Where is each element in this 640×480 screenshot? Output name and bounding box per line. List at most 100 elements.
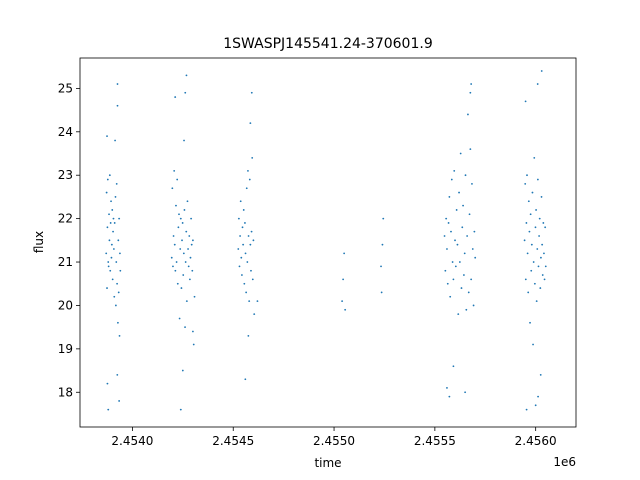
data-point [524, 100, 527, 103]
data-point [542, 222, 545, 224]
data-point [192, 343, 195, 346]
data-point [342, 278, 345, 281]
data-point [532, 343, 534, 346]
data-point [186, 200, 189, 203]
data-point [448, 395, 451, 398]
data-point [178, 213, 180, 216]
data-point [344, 308, 347, 311]
data-point [446, 248, 448, 250]
data-point [185, 300, 188, 303]
data-point [536, 83, 539, 85]
data-point [119, 252, 121, 255]
data-point [108, 174, 111, 177]
data-point [106, 287, 108, 289]
data-point [182, 274, 185, 276]
data-point [118, 334, 121, 337]
data-point [109, 269, 112, 272]
data-point [525, 222, 528, 224]
data-point [249, 243, 252, 246]
data-point [539, 374, 542, 376]
data-point [470, 278, 473, 281]
data-point [463, 252, 466, 255]
data-point [541, 274, 544, 276]
data-point [341, 300, 344, 303]
data-point [526, 252, 529, 255]
data-point [115, 261, 118, 263]
data-point [176, 178, 179, 181]
y-tick-label: 21 [58, 255, 73, 269]
data-point [240, 256, 243, 259]
data-point [461, 226, 464, 229]
y-tick-label: 23 [58, 168, 73, 182]
data-point [526, 174, 528, 177]
data-point [176, 282, 179, 285]
data-point [458, 261, 461, 263]
data-point [464, 391, 467, 394]
data-point [190, 243, 193, 246]
data-point [540, 196, 543, 198]
data-point [541, 243, 544, 246]
data-point [173, 169, 176, 172]
data-point [533, 282, 536, 285]
x-tick-label: 2.4550 [313, 434, 355, 448]
y-tick-label: 19 [58, 342, 73, 356]
data-point [184, 91, 187, 94]
data-point [242, 209, 245, 211]
data-point [537, 265, 540, 268]
data-point [472, 304, 475, 307]
data-point [535, 209, 537, 211]
data-point [252, 239, 255, 242]
data-point [107, 265, 110, 268]
data-point [114, 304, 117, 307]
data-point [530, 243, 533, 246]
data-point [189, 256, 192, 259]
data-point [248, 300, 251, 303]
data-point [172, 235, 175, 237]
data-point [192, 330, 194, 333]
y-axis-ticks: 18 19 20 21 22 23 24 25 [58, 81, 80, 399]
x-axis-ticks: 2.4540 2.4545 2.4550 2.4555 2.4560 [111, 427, 557, 448]
data-point [181, 369, 184, 372]
data-point [118, 217, 121, 220]
data-point [245, 187, 248, 190]
data-point [443, 235, 446, 237]
data-point [181, 239, 183, 242]
data-point [116, 104, 119, 107]
data-point [188, 278, 191, 281]
data-point [466, 235, 469, 237]
data-point [113, 295, 116, 298]
data-point [106, 178, 109, 181]
data-point [106, 382, 109, 385]
data-point [544, 226, 547, 229]
data-point [246, 261, 249, 263]
data-point [239, 235, 241, 237]
data-point [380, 291, 383, 294]
data-point [173, 243, 176, 246]
data-point [248, 178, 251, 181]
data-point [244, 252, 247, 255]
data-point [177, 226, 180, 229]
data-point [452, 278, 455, 281]
data-point [451, 261, 454, 263]
data-point [249, 122, 252, 125]
data-point [462, 204, 464, 207]
data-point [114, 196, 117, 198]
data-point [183, 209, 186, 211]
data-point [250, 91, 253, 94]
data-point [538, 217, 541, 220]
y-tick-label: 22 [58, 212, 73, 226]
data-point [453, 169, 456, 172]
data-point [447, 222, 450, 224]
data-point [170, 256, 173, 259]
data-point [109, 222, 112, 224]
x-axis-offset-label: 1e6 [553, 455, 576, 469]
data-point [108, 239, 111, 242]
data-point [543, 252, 545, 255]
data-point [247, 169, 249, 172]
data-point [185, 74, 188, 77]
data-point [112, 248, 115, 250]
data-point [537, 395, 539, 398]
data-point [117, 321, 119, 324]
data-point [538, 235, 540, 237]
data-point [237, 217, 240, 220]
